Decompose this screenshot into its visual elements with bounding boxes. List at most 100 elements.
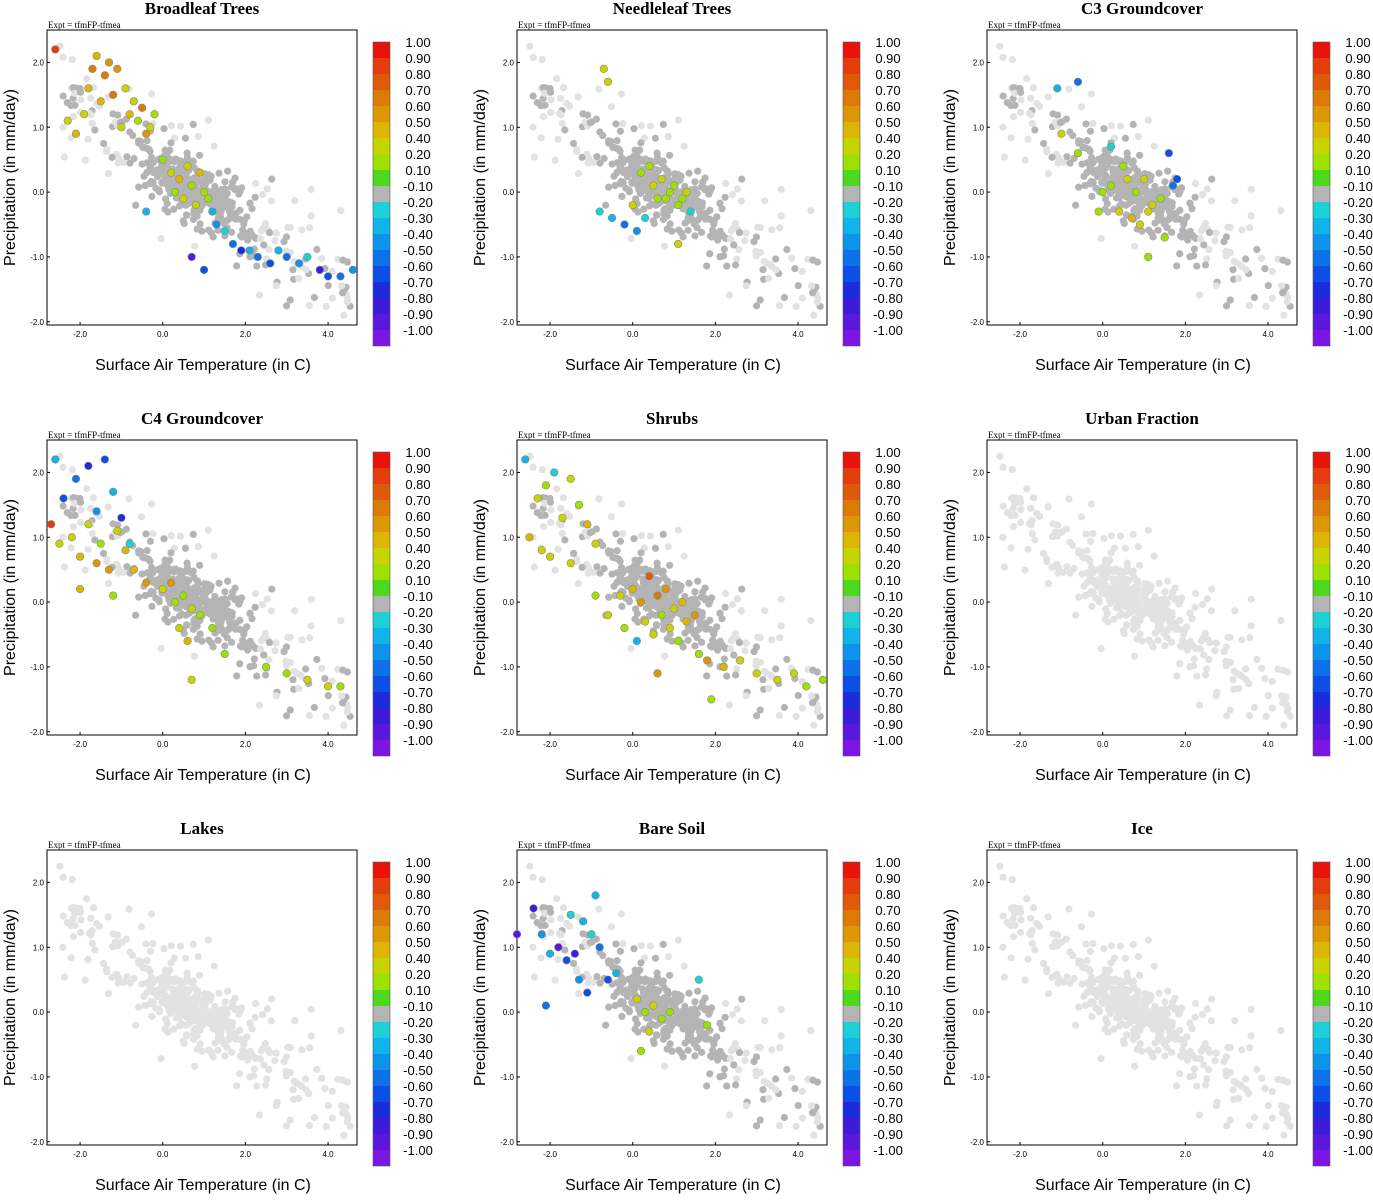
scatter-point-grey [1059, 158, 1067, 166]
scatter-point-colored [142, 129, 151, 138]
scatter-point-grey [813, 708, 821, 716]
scatter-point-colored [208, 207, 217, 216]
scatter-point-grey [143, 137, 151, 145]
y-tick-label: -1.0 [970, 1073, 984, 1082]
y-tick-label: -2.0 [970, 318, 984, 327]
colorbar-label: -0.90 [1343, 1127, 1373, 1142]
scatter-point-grey [539, 523, 548, 531]
scatter-point-grey [1212, 282, 1220, 290]
scatter-point-grey [551, 566, 559, 574]
scatter-point-grey [292, 669, 301, 677]
scatter-point-grey [1184, 233, 1193, 241]
scatter-point-grey [141, 181, 149, 190]
scatter-point-grey [772, 1086, 780, 1094]
scatter-point-grey [1097, 1054, 1105, 1063]
scatter-point-grey [83, 485, 91, 493]
scatter-point-grey [613, 137, 621, 145]
scatter-point-grey [108, 153, 116, 161]
scatter-point-grey [202, 178, 210, 186]
scatter-point-grey [645, 984, 653, 993]
scatter-point-grey [703, 262, 711, 270]
scatter-point-colored [1053, 84, 1062, 93]
scatter-point-grey [1231, 1017, 1239, 1025]
scatter-point-colored [620, 623, 629, 633]
scatter-point-grey [116, 938, 124, 947]
colorbar-swatch [1313, 1054, 1330, 1070]
scatter-point-grey [1043, 968, 1051, 976]
scatter-point-colored [1131, 187, 1140, 197]
scatter-point-grey [1123, 1031, 1131, 1039]
scatter-point-grey [209, 615, 217, 623]
scatter-point-grey [268, 175, 276, 183]
scatter-point-grey [267, 607, 275, 615]
scatter-point-grey [794, 281, 802, 290]
scatter-point-grey [1238, 1046, 1246, 1054]
scatter-point-grey [183, 1031, 191, 1039]
scatter-point-grey [88, 119, 96, 128]
scatter-point-grey [1245, 302, 1254, 310]
scatter-point-grey [727, 1047, 735, 1055]
scatter-point-grey [203, 1018, 211, 1027]
scatter-point-grey [726, 1055, 734, 1063]
scatter-point-grey [171, 158, 179, 166]
scatter-point-grey [619, 178, 627, 186]
expt-label: Expt = tfmFP-tfmea [48, 840, 121, 850]
scatter-point-grey [307, 1005, 315, 1013]
panel-title: Urban Fraction [1085, 409, 1199, 428]
scatter-point-grey [1264, 1101, 1272, 1110]
scatter-point-grey [546, 498, 555, 506]
scatter-point-grey [1235, 1094, 1243, 1103]
scatter-point-grey [652, 986, 660, 994]
scatter-point-colored [657, 175, 666, 184]
scatter-point-grey [807, 207, 815, 215]
colorbar-label: -1.00 [1343, 323, 1373, 338]
scatter-point-grey [646, 995, 654, 1003]
scatter-point-grey [1000, 563, 1008, 571]
scatter-point-grey [1007, 101, 1015, 110]
colorbar-label: -0.20 [403, 195, 433, 210]
y-tick-label: 2.0 [973, 468, 985, 477]
scatter-point-grey [211, 182, 219, 191]
scatter-point-grey [1075, 139, 1083, 147]
scatter-point-grey [89, 904, 98, 912]
scatter-point-grey [59, 912, 67, 920]
scatter-point-grey [1278, 1109, 1287, 1117]
scatter-point-grey [1145, 1046, 1153, 1054]
scatter-point-colored [100, 71, 109, 80]
colorbar-swatch [1313, 58, 1330, 74]
scatter-point-grey [679, 607, 687, 615]
scatter-point-grey [1043, 558, 1051, 566]
scatter-point-grey [183, 563, 192, 572]
colorbar-label: -0.50 [1343, 653, 1373, 668]
scatter-point-grey [1028, 939, 1036, 948]
scatter-point-colored [1160, 233, 1169, 242]
scatter-point-grey [229, 1030, 237, 1038]
scatter-point-grey [611, 1001, 619, 1010]
colorbar-label: 0.60 [875, 99, 900, 114]
scatter-point-grey [258, 1010, 267, 1019]
colorbar-frame [1312, 861, 1331, 1167]
scatter-point-grey [637, 122, 645, 130]
scatter-point-grey [1129, 120, 1137, 128]
scatter-point-grey [322, 712, 330, 721]
scatter-point-colored [558, 513, 567, 522]
scatter-point-grey [529, 53, 537, 61]
scatter-point-grey [1127, 998, 1136, 1006]
scatter-point-grey [596, 159, 604, 167]
scatter-point-grey [637, 139, 645, 147]
scatter-point-grey [1180, 220, 1188, 228]
scatter-point-grey [160, 945, 168, 953]
scatter-point-grey [761, 197, 769, 205]
colorbar-label: 0.90 [1345, 461, 1370, 476]
scatter-point-grey [699, 210, 707, 218]
scatter-point-grey [217, 1014, 225, 1022]
colorbar-swatch [1313, 1118, 1330, 1134]
scatter-point-grey [59, 92, 67, 100]
colorbar-swatch [843, 942, 860, 958]
scatter-point-grey [1081, 591, 1089, 600]
colorbar-swatch [1313, 330, 1330, 346]
colorbar-label: 1.00 [405, 35, 430, 50]
colorbar-swatch [843, 234, 860, 250]
scatter-point-grey [652, 603, 660, 611]
